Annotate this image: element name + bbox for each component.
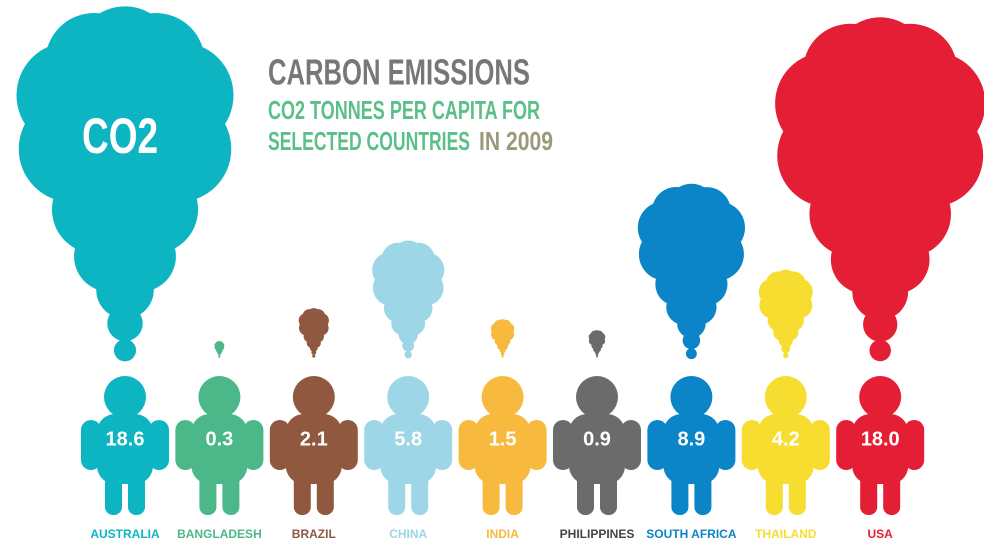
person-leg xyxy=(577,465,594,515)
value-label: 0.3 xyxy=(205,428,233,450)
person-arm xyxy=(553,420,573,470)
person-leg xyxy=(506,465,523,515)
category-label: CHINA xyxy=(389,527,427,541)
person-head xyxy=(576,376,618,418)
person-head xyxy=(765,376,807,418)
person-leg xyxy=(600,465,617,515)
value-label: 8.9 xyxy=(677,428,705,450)
person-leg xyxy=(388,465,405,515)
person-arm xyxy=(338,420,358,470)
annotation: CO2 xyxy=(82,108,158,164)
category-label: BRAZIL xyxy=(292,527,336,541)
person-leg xyxy=(483,465,500,515)
cloud xyxy=(638,184,745,359)
category-label: SOUTH AFRICA xyxy=(646,527,737,541)
person-arm xyxy=(836,420,856,470)
person-leg xyxy=(766,465,783,515)
subtitle: SELECTED COUNTRIES xyxy=(268,126,470,156)
person-arm xyxy=(647,420,667,470)
person-leg xyxy=(222,465,239,515)
subtitle-year: IN 2009 xyxy=(479,126,553,156)
person-arm xyxy=(904,420,924,470)
cloud xyxy=(491,319,514,357)
person-head xyxy=(670,376,712,418)
value-label: 4.2 xyxy=(772,428,800,450)
person-leg xyxy=(671,465,688,515)
value-label: 18.6 xyxy=(106,428,145,450)
category-label: USA xyxy=(868,527,894,541)
person-head xyxy=(104,376,146,418)
person-arm xyxy=(243,420,263,470)
person-head xyxy=(293,376,335,418)
person-arm xyxy=(81,420,101,470)
cloud xyxy=(299,308,329,357)
value-label: 5.8 xyxy=(394,428,422,450)
chart-title: CARBON EMISSIONS xyxy=(268,52,530,93)
person-arm xyxy=(432,420,452,470)
value-label: 0.9 xyxy=(583,428,611,450)
category-label: THAILAND xyxy=(755,527,817,541)
person-leg xyxy=(294,465,311,515)
cloud xyxy=(759,270,813,358)
person-head xyxy=(482,376,524,418)
person-arm xyxy=(715,420,735,470)
subtitle: CO2 TONNES PER CAPITA FOR xyxy=(268,95,540,125)
cloud xyxy=(589,330,606,357)
person-arm xyxy=(742,420,762,470)
person-leg xyxy=(317,465,334,515)
category-label: BANGLADESH xyxy=(177,527,262,541)
person-leg xyxy=(789,465,806,515)
person-leg xyxy=(694,465,711,515)
person-arm xyxy=(364,420,384,470)
value-label: 1.5 xyxy=(489,428,517,450)
cloud xyxy=(214,341,224,358)
value-label: 18.0 xyxy=(861,428,900,450)
person-head xyxy=(198,376,240,418)
person-arm xyxy=(149,420,169,470)
person-leg xyxy=(199,465,216,515)
chart: 18.6 AUSTRALIA 0.3 BANGLADESH 2.1 BRAZIL 5.8 CH… xyxy=(0,0,984,545)
person-arm xyxy=(175,420,195,470)
person-arm xyxy=(527,420,547,470)
person-leg xyxy=(883,465,900,515)
person-arm xyxy=(810,420,830,470)
person-leg xyxy=(411,465,428,515)
category-label: INDIA xyxy=(486,527,519,541)
person-leg xyxy=(128,465,145,515)
category-label: PHILIPPINES xyxy=(560,527,635,541)
cloud xyxy=(16,6,233,361)
person-arm xyxy=(270,420,290,470)
category-label: AUSTRALIA xyxy=(90,527,160,541)
cloud xyxy=(372,240,444,358)
person-head xyxy=(859,376,901,418)
person-arm xyxy=(621,420,641,470)
person-arm xyxy=(459,420,479,470)
value-label: 2.1 xyxy=(300,428,328,450)
person-leg xyxy=(860,465,877,515)
person-head xyxy=(387,376,429,418)
person-leg xyxy=(105,465,122,515)
